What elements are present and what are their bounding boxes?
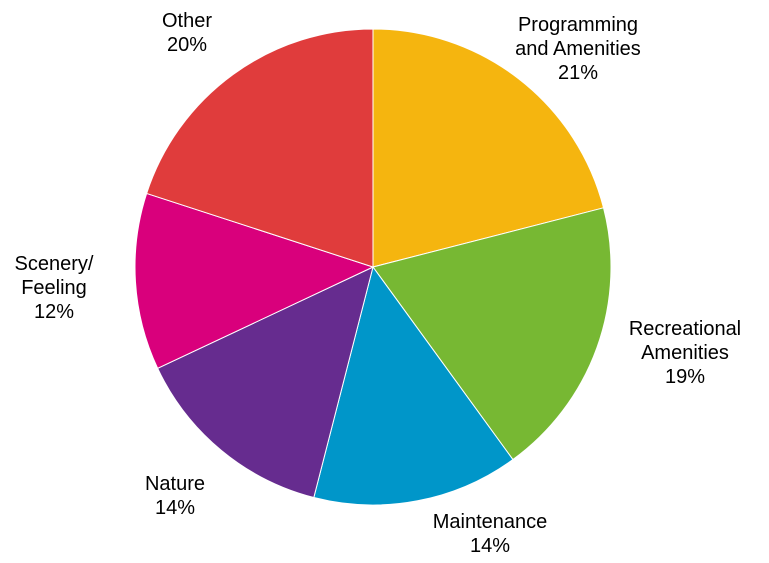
slice-label-maintenance: Maintenance 14% xyxy=(400,510,580,558)
slice-label-programming-and-amenities: Programming and Amenities 21% xyxy=(498,13,658,85)
slice-label-line: Maintenance xyxy=(432,511,548,533)
slice-label-line: Nature xyxy=(144,473,206,495)
pie-slice-other xyxy=(146,28,374,268)
slice-label-line: Programming xyxy=(517,14,639,36)
pie-slice-scenery-feeling xyxy=(134,192,375,370)
slice-label-line: and Amenities xyxy=(515,38,641,60)
slice-label-line: Scenery/ xyxy=(14,253,94,275)
slice-percent-label: 14% xyxy=(154,497,196,519)
slice-label-line: Recreational xyxy=(628,318,742,340)
slice-label-line: Amenities xyxy=(641,342,729,364)
slice-percent-label: 14% xyxy=(469,535,511,557)
slice-percent-label: 20% xyxy=(166,34,208,56)
slice-percent-label: 12% xyxy=(33,301,75,323)
pie-slice-nature xyxy=(156,266,374,499)
pie-slice-maintenance xyxy=(313,265,514,506)
pie-slice-recreational-amenities xyxy=(372,207,612,461)
slice-label-scenery-feeling: Scenery/ Feeling 12% xyxy=(4,252,104,324)
slice-label-line: Feeling xyxy=(21,277,87,299)
slice-label-line: Other xyxy=(161,10,213,32)
slice-percent-label: 21% xyxy=(557,62,599,84)
slice-percent-label: 19% xyxy=(664,366,706,388)
slice-label-nature: Nature 14% xyxy=(105,472,245,520)
pie-slice-programming-and-amenities xyxy=(372,28,605,268)
slice-label-recreational-amenities: Recreational Amenities 19% xyxy=(605,317,765,389)
slice-label-other: Other 20% xyxy=(132,9,242,57)
